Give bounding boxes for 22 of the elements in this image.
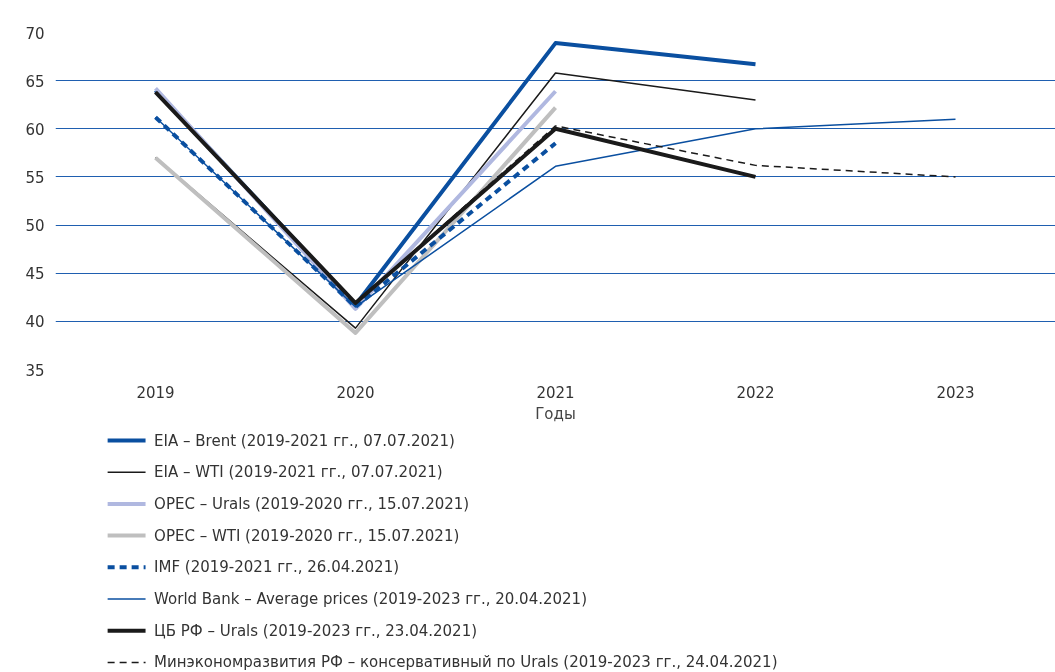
x-tick-label: 2019	[136, 383, 175, 402]
legend-label: OPEC – Urals (2019-2020 гг., 15.07.2021)	[154, 494, 470, 513]
x-tick-label: 2023	[936, 383, 975, 402]
y-tick-label: 60	[25, 120, 45, 139]
x-tick-label: 2020	[336, 383, 375, 402]
y-tick-label: 40	[25, 313, 45, 332]
y-tick-label: 50	[25, 217, 45, 236]
x-tick-label: 2021	[536, 383, 575, 402]
y-tick-label: 45	[25, 265, 45, 284]
legend-label: EIA – Brent (2019-2021 гг., 07.07.2021)	[154, 431, 455, 450]
legend-label: ЦБ РФ – Urals (2019-2023 гг., 23.04.2021)	[154, 621, 478, 640]
y-tick-label: 55	[25, 168, 45, 187]
x-tick-label: 2022	[736, 383, 775, 402]
y-tick-label: 35	[25, 361, 45, 380]
y-tick-label: 70	[25, 24, 45, 43]
legend-label: IMF (2019-2021 гг., 26.04.2021)	[154, 558, 400, 577]
legend-label: OPEC – WTI (2019-2020 гг., 15.07.2021)	[154, 526, 460, 545]
y-tick-label: 65	[25, 72, 45, 91]
legend-label: World Bank – Average prices (2019-2023 гг., 20.04.2021)	[154, 590, 588, 608]
x-axis-title: Годы	[535, 404, 576, 423]
legend-label: EIA – WTI (2019-2021 гг., 07.07.2021)	[154, 463, 443, 482]
legend-label: Минэкономразвития РФ – консервативный по Urals (2019-2023 гг., 24.04.2021)	[154, 653, 778, 672]
